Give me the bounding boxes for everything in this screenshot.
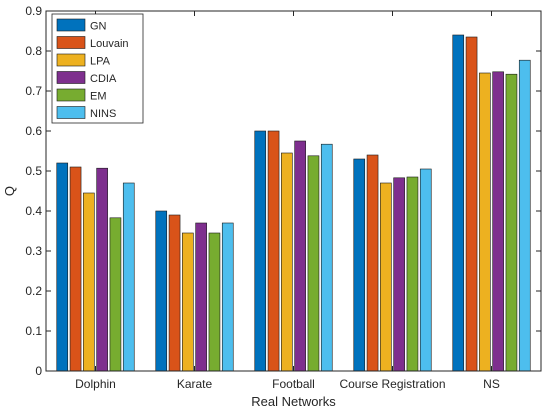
bar-gn-course-registration [353,158,366,372]
bar-lpa-dolphin [83,192,95,372]
legend-swatch-nins [56,106,86,119]
legend: GN Louvain LPA CDIA EM NINS [51,13,144,124]
legend-box [51,13,144,124]
bar-cdia-course-registration [393,177,405,372]
bar-cdia-dolphin [96,167,108,372]
bar-nins-ns [518,59,531,372]
y-tick-label: 0.9 [25,4,42,18]
bar-lpa-football [281,152,293,372]
bar-gn-football [254,130,267,372]
y-tick-label: 0.1 [25,324,42,338]
bar-louvain-ns [465,36,478,372]
bar-louvain-football [267,130,280,372]
y-tick-label: 0 [35,364,42,378]
bar-cdia-karate [195,222,207,372]
legend-label-lpa: LPA [90,56,111,68]
bar-lpa-karate [182,232,194,372]
y-tick-label: 0.7 [25,84,42,98]
y-tick-label: 0.8 [25,44,42,58]
bar-louvain-dolphin [69,166,82,372]
bar-nins-dolphin [122,182,135,372]
bar-em-football [307,155,320,372]
legend-label-cdia: CDIA [90,73,117,85]
legend-label-louvain: Louvain [90,38,129,50]
x-tick-label: Football [272,377,315,391]
legend-swatch-louvain [56,36,86,49]
x-tick-label: Dolphin [75,377,116,391]
bar-lpa-course-registration [380,182,392,372]
x-tick-label: Course Registration [339,377,445,391]
y-axis: 0 0.1 0.2 0.3 0.4 0.5 0.6 0.7 0.8 0.9 [25,4,541,378]
bar-lpa-ns [479,72,491,372]
x-axis-title: Real Networks [251,394,336,409]
bar-cdia-football [294,140,306,372]
bar-gn-dolphin [56,162,69,372]
bar-nins-karate [221,222,234,372]
bar-nins-course-registration [419,168,432,372]
bar-cdia-ns [492,71,504,372]
legend-swatch-gn [56,18,86,32]
y-tick-label: 0.5 [25,164,42,178]
x-axis: Dolphin Karate Football Course Registration… [75,11,500,391]
bar-nins-football [320,143,333,372]
bar-em-course-registration [406,176,419,372]
y-tick-label: 0.3 [25,244,42,258]
bar-em-ns [505,73,518,372]
y-tick-label: 0.4 [25,204,42,218]
legend-swatch-em [56,88,86,102]
x-tick-label: NS [483,377,500,391]
legend-label-gn: GN [90,21,107,33]
plot-frame [45,10,542,372]
legend-swatch-lpa [56,53,86,67]
bar-louvain-karate [168,214,181,372]
legend-swatch-cdia [56,71,86,84]
bar-em-karate [208,232,221,372]
legend-label-em: EM [90,91,107,103]
bar-gn-ns [452,34,465,372]
legend-label-nins: NINS [90,108,116,120]
x-tick-label: Karate [177,377,213,391]
bar-em-dolphin [109,217,122,372]
bar-gn-karate [155,210,168,372]
y-axis-title: Q [2,186,17,196]
bar-louvain-course-registration [366,154,379,372]
y-tick-label: 0.2 [25,284,42,298]
y-tick-label: 0.6 [25,124,42,138]
